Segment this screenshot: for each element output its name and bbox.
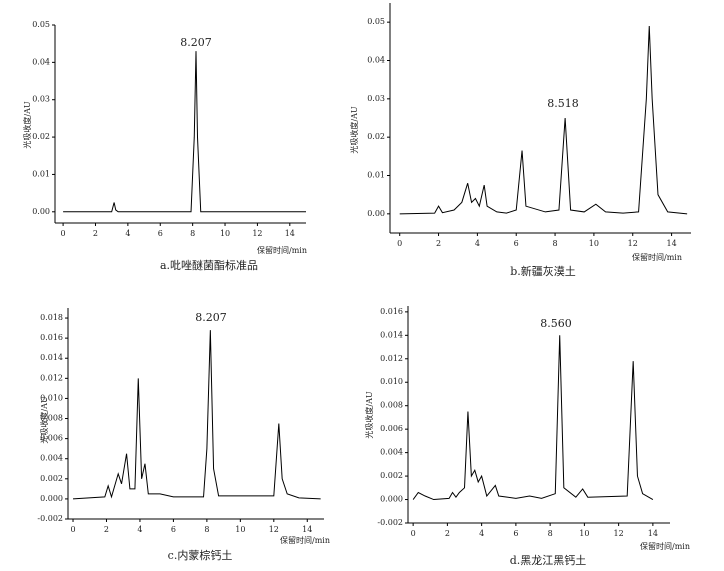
x-axis-label: 保留时间/min [257,245,307,255]
x-tick-label: 8 [548,529,553,538]
x-tick-label: 0 [411,529,416,538]
y-tick-label: 0.012 [40,373,63,382]
y-tick-label: 0.00 [32,207,50,216]
chart-title: c.内蒙棕钙土 [168,548,233,562]
x-tick-label: 12 [252,229,262,238]
x-tick-label: 14 [666,239,676,248]
y-tick-label: 0.006 [40,434,63,443]
y-tick-label: 0.012 [380,354,403,363]
x-tick-label: 4 [137,525,142,534]
chart-title: a.吡唑醚菌酯标准品 [160,258,258,272]
y-tick-label: 0.05 [32,20,50,29]
y-tick-label: -0.002 [377,518,403,527]
chromatogram-line [412,335,654,501]
x-tick-label: 10 [220,229,230,238]
y-tick-label: 0.018 [40,313,63,322]
x-tick-label: 8 [190,229,195,238]
y-tick-label: 0.010 [40,393,63,402]
x-tick-label: 12 [269,525,279,534]
y-tick-label: 0.000 [380,495,403,504]
y-tick-label: 0.004 [40,454,63,463]
x-tick-label: 12 [614,529,624,538]
x-tick-label: 14 [648,529,658,538]
y-tick-label: 0.03 [367,94,385,103]
y-tick-label: 0.010 [380,377,403,386]
x-tick-label: 12 [628,239,638,248]
x-tick-label: 14 [302,525,312,534]
chart-title: b.新疆灰漠土 [510,264,576,278]
x-tick-label: 10 [579,529,589,538]
x-tick-label: 0 [397,239,402,248]
x-tick-label: 14 [285,229,295,238]
x-axis-label: 保留时间/min [632,252,682,262]
y-tick-label: 0.05 [367,17,385,26]
y-tick-label: 0.006 [380,424,403,433]
x-axis-label: 保留时间/min [640,541,690,551]
y-axis-label: 光吸收度/AU [22,101,32,148]
peak-annotation: 8.560 [540,317,572,330]
x-tick-label: 2 [93,229,98,238]
chart-title: d.黑龙江黑钙土 [510,553,587,567]
chromatogram-line [63,51,306,213]
x-tick-label: 10 [589,239,599,248]
y-tick-label: 0.008 [40,414,63,423]
y-tick-label: -0.002 [37,514,63,523]
x-axis-label: 保留时间/min [280,535,330,545]
y-tick-label: 0.00 [367,209,385,218]
peak-annotation: 8.518 [547,97,579,110]
y-tick-label: 0.04 [367,56,385,65]
y-tick-label: 0.016 [380,307,403,316]
x-tick-label: 8 [204,525,209,534]
x-tick-label: 2 [436,239,441,248]
y-tick-label: 0.01 [367,171,385,180]
y-tick-label: 0.002 [40,474,63,483]
x-tick-label: 2 [104,525,109,534]
y-tick-label: 0.01 [32,169,50,178]
x-tick-label: 6 [158,229,163,238]
peak-annotation: 8.207 [180,36,212,49]
chromatogram-line [399,25,688,215]
y-tick-label: 0.03 [32,95,50,104]
x-tick-label: 0 [70,525,75,534]
y-axis-label: 光吸收度/AU [349,106,359,153]
y-tick-label: 0.02 [367,132,385,141]
y-axis-label: 光吸收度/AU [39,396,49,443]
y-axis-label: 光吸收度/AU [364,391,374,438]
y-tick-label: 0.014 [380,330,403,339]
y-tick-label: 0.014 [40,353,63,362]
x-tick-label: 10 [235,525,245,534]
x-tick-label: 4 [125,229,130,238]
y-tick-label: 0.004 [380,448,403,457]
x-tick-label: 6 [513,529,518,538]
x-tick-label: 4 [479,529,484,538]
y-tick-label: 0.000 [40,494,63,503]
x-tick-label: 2 [445,529,450,538]
y-tick-label: 0.02 [32,132,50,141]
y-tick-label: 0.04 [32,57,50,66]
y-tick-label: 0.008 [380,401,403,410]
x-tick-label: 6 [171,525,176,534]
x-tick-label: 0 [61,229,66,238]
x-tick-label: 4 [475,239,480,248]
chromatogram-line [72,330,321,500]
x-tick-label: 6 [514,239,519,248]
y-tick-label: 0.002 [380,471,403,480]
peak-annotation: 8.207 [195,311,227,324]
x-tick-label: 8 [553,239,558,248]
y-tick-label: 0.016 [40,333,63,342]
